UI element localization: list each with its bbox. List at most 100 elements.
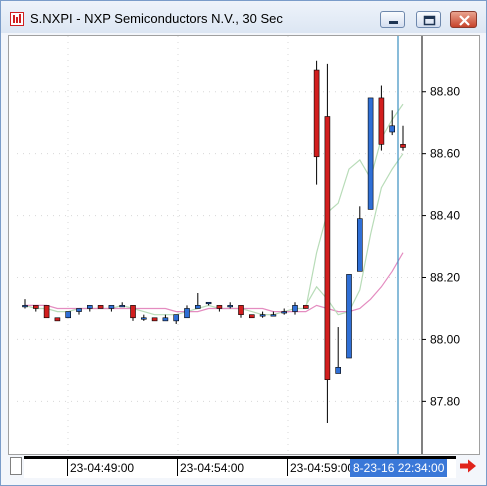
time-label: 23-04:54:00: [180, 461, 245, 475]
maximize-icon: [423, 15, 436, 26]
price-label: 87.80: [430, 394, 460, 408]
time-tick: [177, 456, 178, 476]
chart-grid: [17, 36, 422, 454]
price-chart[interactable]: 88.80 88.60 88.40 88.20 88.00 87.80: [9, 36, 479, 454]
candle-body: [97, 305, 104, 309]
candle: [141, 314, 147, 321]
close-button[interactable]: [450, 11, 477, 28]
candle: [324, 63, 331, 424]
candle-body: [43, 305, 50, 319]
title-bar[interactable]: S.NXPI - NXP Semiconductors N.V., 30 Sec: [1, 1, 486, 33]
minimize-icon: [389, 21, 398, 24]
candle: [227, 302, 233, 309]
candle: [238, 305, 244, 318]
candle: [281, 308, 288, 315]
candle: [335, 327, 342, 374]
candle-body: [270, 314, 277, 317]
time-tick: [287, 456, 288, 476]
price-label: 88.60: [430, 147, 460, 161]
candle: [119, 302, 125, 308]
time-axis-line: [24, 456, 456, 459]
candle: [292, 302, 298, 315]
candle: [356, 206, 363, 272]
candle: [378, 85, 385, 151]
time-label: 23-04:59:00: [290, 461, 355, 475]
candle-body: [162, 317, 169, 322]
candle-body: [184, 308, 190, 319]
candle-body: [400, 144, 406, 148]
candle: [54, 317, 61, 322]
candle: [249, 314, 255, 319]
candle: [259, 311, 266, 318]
price-axis-labels: 88.80 88.60 88.40 88.20 88.00 87.80: [422, 85, 460, 408]
maximize-button[interactable]: [416, 11, 441, 28]
candle-body: [367, 97, 374, 210]
candle-body: [130, 305, 136, 319]
time-label: 23-04:49:00: [70, 461, 135, 475]
candle: [65, 311, 72, 319]
candle-body: [313, 69, 320, 158]
candle: [367, 97, 374, 210]
time-axis-bar: 23-04:49:00 23-04:54:00 23-04:59:00 8-23…: [8, 456, 480, 478]
candle: [162, 314, 169, 322]
candle: [22, 299, 28, 309]
candle-body: [65, 311, 72, 319]
candle-body: [151, 317, 158, 322]
time-axis[interactable]: 23-04:49:00 23-04:54:00 23-04:59:00 8-23…: [24, 456, 456, 478]
candle: [313, 60, 320, 185]
cursor-time-label: 8-23-16 22:34:00: [350, 459, 448, 477]
candle-body: [281, 311, 288, 314]
candle-body: [389, 125, 396, 133]
candle: [302, 305, 309, 309]
moving-average-line: [305, 153, 404, 316]
candle-body: [22, 305, 28, 308]
candle: [130, 305, 136, 321]
candle-body: [119, 305, 125, 308]
candle-body: [141, 317, 147, 320]
candle-body: [173, 314, 179, 322]
price-label: 88.80: [430, 85, 460, 99]
candle-body: [87, 305, 93, 309]
candle: [32, 305, 39, 312]
candle: [173, 314, 179, 324]
candle: [76, 308, 82, 315]
candle: [205, 301, 212, 306]
candle-body: [54, 317, 61, 322]
chart-app-icon: [10, 12, 24, 26]
candle: [108, 305, 115, 312]
scroll-left-box[interactable]: [10, 457, 22, 475]
candle-body: [205, 301, 212, 305]
candle: [389, 110, 396, 136]
candle-body: [76, 308, 82, 312]
candle: [195, 292, 201, 309]
candle: [97, 305, 104, 309]
minimize-button[interactable]: [380, 11, 405, 28]
candle-body: [324, 116, 331, 380]
price-label: 88.00: [430, 332, 460, 346]
window-title: S.NXPI - NXP Semiconductors N.V., 30 Sec: [30, 11, 283, 26]
candle-body: [238, 305, 244, 315]
candle: [216, 305, 223, 312]
candle: [151, 317, 158, 322]
close-icon: [459, 15, 470, 26]
candle-body: [356, 218, 363, 272]
candle-body: [259, 314, 266, 317]
scroll-right-arrow-icon[interactable]: [459, 458, 477, 474]
candle-body: [108, 305, 115, 309]
candle-body: [32, 305, 39, 309]
candle: [43, 305, 50, 319]
candle-body: [195, 305, 201, 309]
candle-body: [335, 367, 342, 374]
candle-body: [346, 274, 352, 359]
candle: [270, 311, 277, 317]
candle-body: [227, 305, 233, 308]
time-tick: [67, 456, 68, 476]
candles: [22, 60, 406, 424]
candle: [346, 274, 352, 359]
candle-body: [249, 314, 255, 319]
candle-body: [378, 97, 385, 145]
candle: [87, 305, 93, 312]
candle-body: [292, 305, 298, 312]
price-label: 88.40: [430, 209, 460, 223]
